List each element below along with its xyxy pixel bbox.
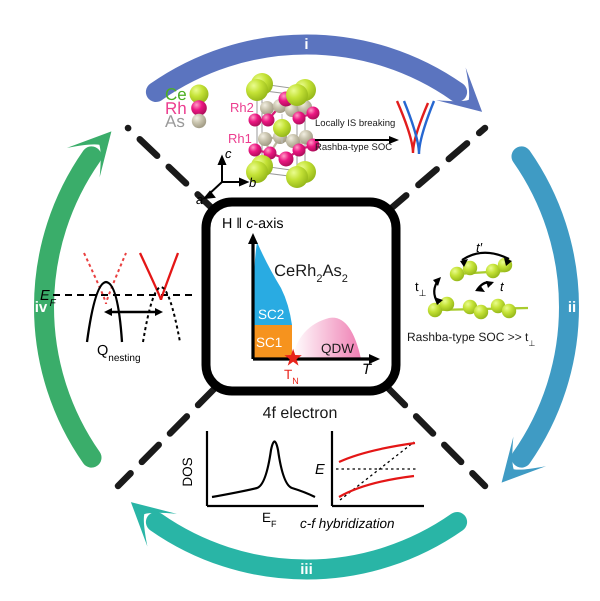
svg-text:SC2: SC2	[258, 307, 284, 322]
svg-text:DOS: DOS	[180, 457, 195, 486]
svg-text:EF: EF	[262, 510, 277, 529]
svg-text:t⊥: t⊥	[415, 279, 427, 298]
svg-text:t′: t′	[476, 240, 483, 255]
svg-text:Rashba-type SOC: Rashba-type SOC	[315, 142, 392, 153]
svg-text:Rh1: Rh1	[228, 131, 252, 146]
svg-text:As: As	[165, 112, 185, 131]
svg-text:ii: ii	[568, 299, 576, 316]
svg-text:b: b	[249, 175, 256, 190]
svg-text:c-f hybridization: c-f hybridization	[300, 516, 395, 531]
svg-text:i: i	[304, 36, 308, 53]
svg-text:Locally IS breaking: Locally IS breaking	[315, 118, 395, 129]
svg-text:t: t	[500, 279, 505, 294]
svg-text:Rh2: Rh2	[230, 100, 254, 115]
svg-text:c: c	[225, 146, 232, 161]
svg-text:E: E	[315, 462, 325, 478]
svg-text:4f electron: 4f electron	[263, 405, 338, 422]
svg-text:iii: iii	[300, 561, 313, 578]
svg-text:Qnesting: Qnesting	[97, 343, 141, 364]
svg-text:SC1: SC1	[256, 335, 282, 350]
svg-text:a: a	[196, 192, 203, 207]
svg-text:QDW: QDW	[321, 341, 354, 356]
svg-text:H ‖ c-axis: H ‖ c-axis	[222, 216, 284, 232]
svg-text:Rashba-type SOC >> t⊥: Rashba-type SOC >> t⊥	[407, 330, 535, 348]
